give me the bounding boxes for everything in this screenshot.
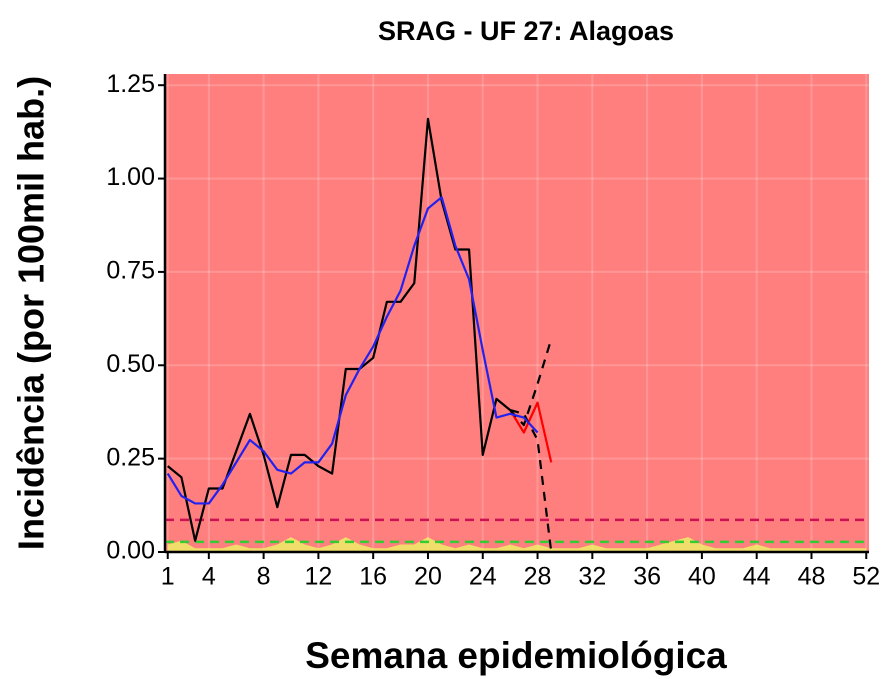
series-line [509,401,553,463]
x-tick-label: 48 [798,563,826,591]
y-tick-label: 0.50 [106,350,155,378]
series-line [166,196,539,505]
x-tick-label: 52 [852,563,880,591]
y-tick-label: 0.75 [106,257,155,285]
x-tick-label: 12 [304,563,332,591]
series-line [509,409,553,553]
y-tick-label: 0.25 [106,443,155,471]
x-tick-label: 24 [469,563,497,591]
x-tick-label: 1 [161,563,175,591]
chart-title: SRAG - UF 27: Alagoas [378,16,674,46]
x-tick-label: 44 [743,563,771,591]
x-axis-label: Semana epidemiológica [305,635,727,676]
y-tick-label: 1.00 [106,163,155,191]
x-tick-label: 4 [202,563,216,591]
x-tick-label: 8 [257,563,271,591]
x-tick-label: 36 [633,563,661,591]
x-tick-label: 40 [688,563,716,591]
x-tick-label: 32 [578,563,606,591]
y-axis-label: Incidência (por 100mil hab.) [11,76,52,550]
x-tick-label: 28 [524,563,552,591]
x-tick-label: 16 [359,563,387,591]
x-tick-label: 20 [414,563,442,591]
y-tick-label: 1.25 [106,70,155,98]
y-tick-label: 0.00 [106,537,155,565]
series-line [509,338,553,427]
